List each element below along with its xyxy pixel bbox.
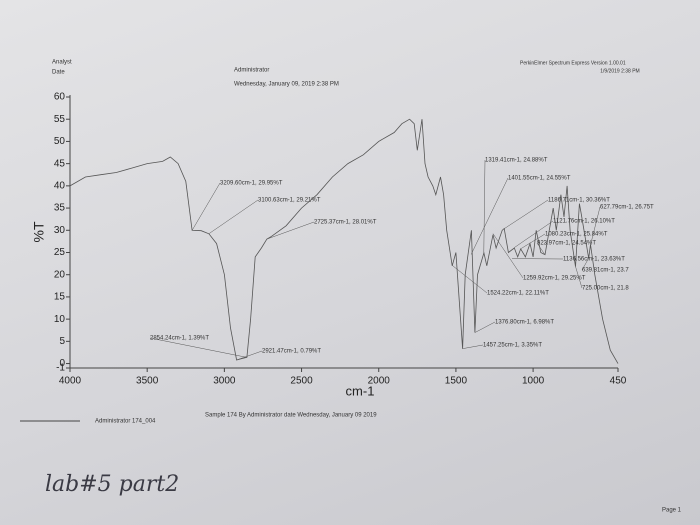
annotation-leader (474, 321, 496, 333)
annotation-leader (483, 159, 486, 254)
annotation-label: 1524.22cm-1, 22.11%T (487, 291, 549, 297)
y-tick-label: -1 (56, 363, 65, 374)
annotation-leader (581, 258, 589, 271)
annotation-label: 3209.60cm-1, 29.95%T (220, 181, 283, 187)
y-tick-label: 55 (54, 114, 66, 125)
y-tick-label: 25 (54, 247, 66, 258)
x-tick-label: 3500 (136, 376, 159, 387)
annotation-label: 1186.71cm-1, 30.36%T (548, 198, 610, 204)
annotation-leader (149, 337, 247, 358)
annotation-leader (575, 266, 583, 289)
y-tick-label: 0 (59, 358, 65, 369)
annotation-leader (208, 199, 259, 234)
annotation-label: 1376.80cm-1, 6.98%T (495, 320, 554, 326)
annotation-label: 923.97cm-1, 24.54%T (537, 241, 596, 247)
y-tick-label: 20 (54, 269, 66, 280)
y-axis-label: %T (31, 221, 47, 242)
y-tick-label: 60 (54, 92, 66, 103)
y-tick-label: 15 (54, 292, 66, 303)
x-tick-label: 2500 (290, 376, 313, 387)
annotation-label: 1259.92cm-1, 29.25%T (523, 276, 586, 282)
annotation-label: 1457.25cm-1, 3.35%T (483, 343, 542, 349)
x-tick-label: 450 (610, 376, 627, 387)
annotation-label: 2725.37cm-1, 28.01%T (314, 220, 377, 226)
datetime: Wednesday, January 09, 2019 2:38 PM (234, 82, 339, 88)
annotation-label: 639.81cm-1, 23.7 (582, 268, 629, 274)
y-tick-label: 40 (54, 180, 66, 191)
software-date: 1/9/2019 2:38 PM (600, 68, 639, 74)
y-tick-label: 5 (59, 336, 65, 347)
annotation-label: 1401.55cm-1, 24.55%T (508, 176, 571, 182)
y-tick-label: 30 (54, 225, 66, 236)
date: Date (52, 70, 65, 76)
sample-desc: Sample 174 By Administrator date Wednesd… (205, 413, 377, 419)
sample-id: Administrator 174_004 (95, 419, 156, 425)
user: Administrator (234, 68, 269, 74)
annotation-leader (470, 177, 509, 255)
y-tick-label: 50 (54, 136, 66, 147)
x-tick-label: 2000 (368, 376, 391, 387)
annotation-leader (191, 182, 221, 231)
annotation-label: 1121.76cm-1, 26.10%T (553, 219, 615, 225)
annotation-leader (236, 350, 263, 361)
handwritten-note: lab#5 part2 (45, 472, 179, 497)
annotation-label: 3100.63cm-1, 29.21%T (258, 198, 321, 204)
annotation-leader (520, 233, 546, 249)
spectrum-line (69, 118, 619, 364)
annotation-label: 1080.23cm-1, 25.84%T (545, 232, 608, 238)
x-tick-label: 1000 (522, 376, 545, 387)
annotation-label: 627.79cm-1, 26.75T (600, 205, 654, 211)
annotation-leader (492, 233, 524, 279)
x-tick-label: 4000 (59, 376, 82, 387)
annotation-label: 1136.56cm-1, 23.63%T (563, 257, 625, 263)
x-tick-label: 3000 (213, 376, 236, 387)
annotation-leader (536, 242, 546, 255)
page-number: Page 1 (662, 508, 682, 514)
annotation-leader (504, 199, 549, 229)
annotation-label: 2921.47cm-1, 0.79%T (262, 349, 321, 355)
annotation-leader (514, 220, 554, 248)
annotation-leader (462, 344, 484, 349)
analyst: Analyst (52, 60, 72, 66)
annotation-leader (590, 206, 601, 245)
x-tick-label: 1500 (445, 376, 468, 387)
software: PerkinElmer Spectrum Express Version 1.0… (520, 60, 626, 66)
y-tick-label: 10 (54, 314, 66, 325)
annotation-label: 1319.41cm-1, 24.88%T (485, 158, 548, 164)
y-tick-label: 45 (54, 158, 66, 169)
annotation-label: 725.00cm-1, 21.8 (582, 286, 629, 292)
x-axis-label: cm-1 (346, 383, 375, 398)
annotation-leader (452, 265, 488, 294)
annotation-leader (266, 221, 315, 240)
annotation-label: 2854.24cm-1, 1.39%T (150, 336, 209, 342)
y-tick-label: 35 (54, 203, 66, 214)
